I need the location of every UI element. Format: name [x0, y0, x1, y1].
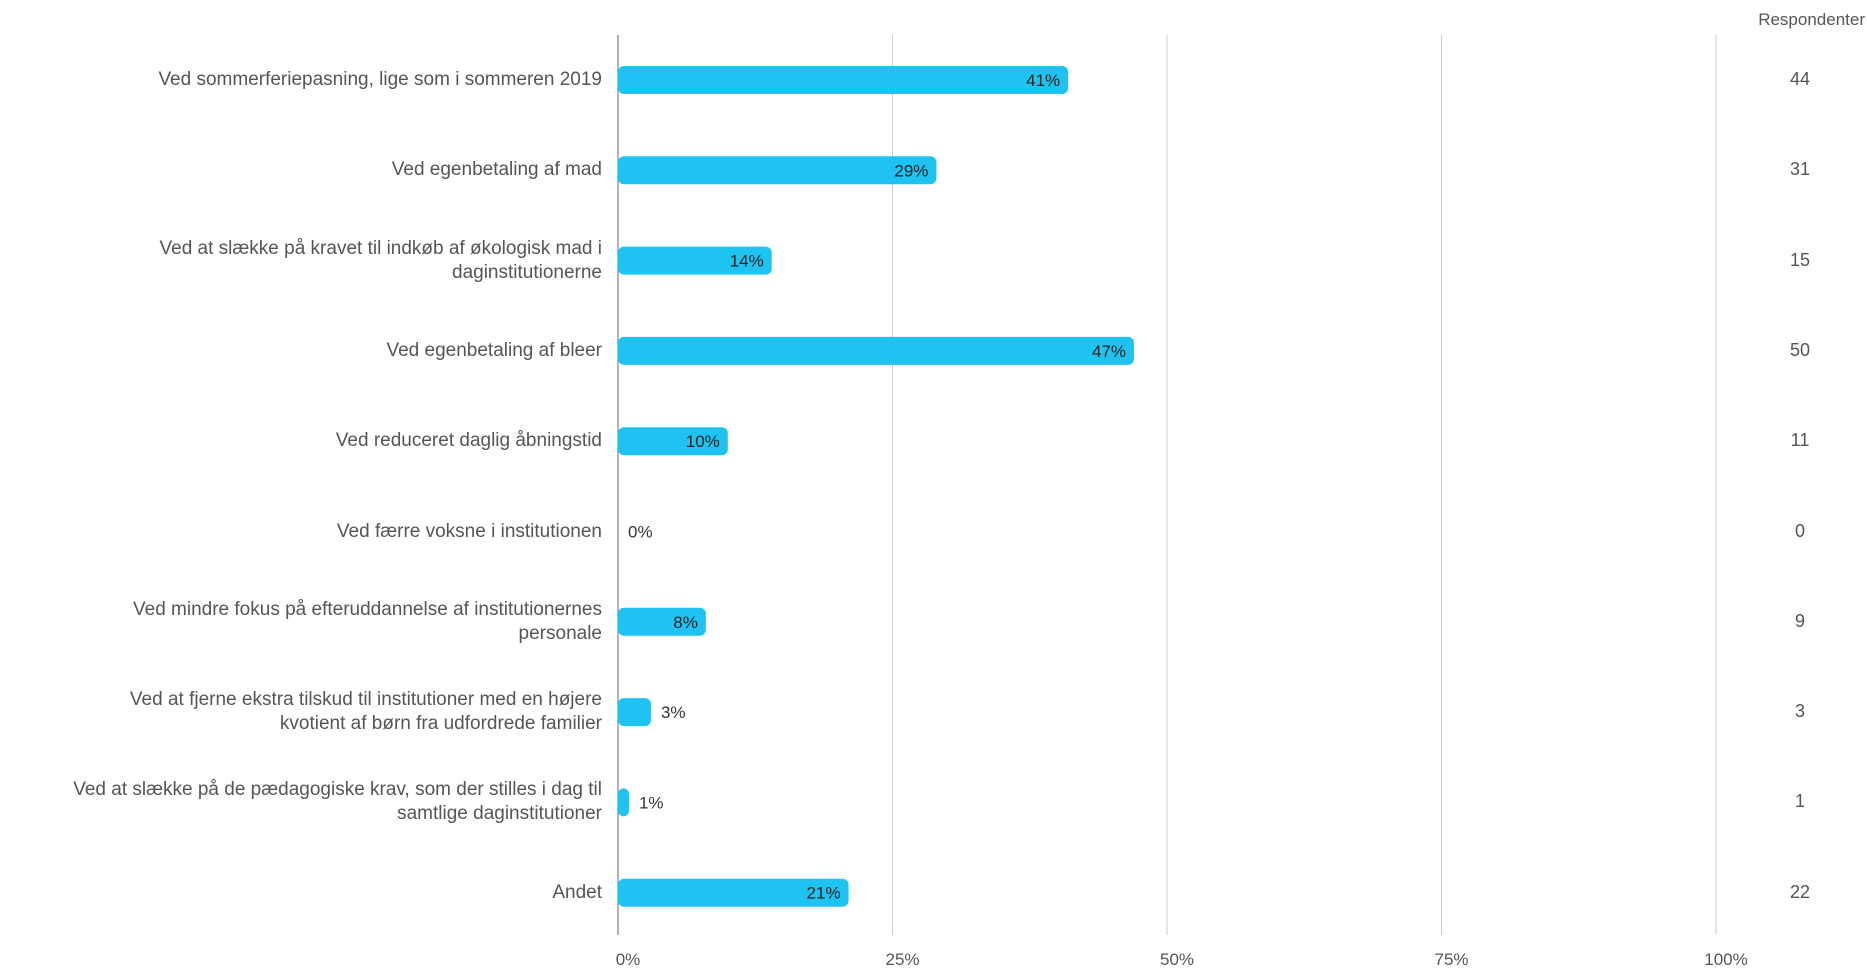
bar [618, 66, 1069, 94]
category-label-line: Ved at slække på de pædagogiske krav, so… [73, 779, 602, 801]
respondent-count: 44 [1789, 69, 1811, 89]
respondent-count: 15 [1789, 249, 1811, 270]
data-label: 21% [807, 884, 841, 903]
respondent-count: 31 [1789, 159, 1811, 180]
category-label: Ved egenbetaling af mad [8, 158, 602, 182]
category-label-line: Ved egenbetaling af bleer [386, 339, 602, 361]
data-label: 8% [673, 613, 698, 632]
category-label-line: personale [518, 622, 602, 644]
bar [618, 788, 629, 817]
category-label: Andet [8, 881, 602, 905]
bar [618, 698, 651, 727]
respondent-count: 3 [1794, 701, 1805, 722]
data-label: 0% [628, 523, 653, 542]
x-tick-label: 50% [1159, 950, 1195, 969]
bar [618, 427, 728, 456]
category-label-line: samtlige daginstitutioner [397, 803, 602, 825]
category-label: Ved reduceret daglig åbningstid [8, 429, 602, 453]
respondent-count: 11 [1790, 430, 1810, 451]
respondents-header: Respondenter [1758, 10, 1865, 29]
x-tick-label: 0% [615, 950, 641, 969]
respondent-count: 9 [1794, 610, 1805, 631]
bar [618, 336, 1135, 365]
x-tick-label: 25% [885, 950, 920, 969]
data-label: 14% [730, 252, 764, 271]
x-tick-label: 100% [1704, 950, 1748, 969]
category-label: Ved sommerferiepasning, lige som i somme… [8, 68, 602, 92]
category-label-line: daginstitutionerne [452, 261, 602, 283]
data-label: 47% [1092, 342, 1126, 361]
category-label: Ved at slække på de pædagogiske krav, so… [8, 778, 602, 826]
category-label-line: Ved at slække på kravet til indkøb af øk… [159, 237, 602, 259]
category-label-line: Ved færre voksne i institutionen [336, 520, 602, 542]
category-label: Ved egenbetaling af bleer [8, 339, 602, 363]
category-label: Ved at slække på kravet til indkøb af øk… [8, 237, 602, 285]
data-label: 1% [639, 793, 664, 812]
category-label-line: kvotient af børn fra udfordrede familier [279, 713, 602, 735]
respondent-count: 22 [1789, 881, 1811, 902]
bar [618, 878, 849, 907]
bar [618, 607, 706, 636]
bar [618, 156, 937, 185]
category-label-line: Ved mindre fokus på efteruddannelse af i… [133, 598, 602, 620]
data-label: 10% [686, 432, 720, 451]
category-label-line: Andet [552, 881, 602, 903]
x-tick-label: 75% [1434, 950, 1469, 969]
category-label-line: Ved reduceret daglig åbningstid [335, 430, 602, 452]
category-label: Ved mindre fokus på efteruddannelse af i… [8, 598, 602, 646]
bar [618, 246, 772, 275]
respondent-count: 0 [1794, 520, 1805, 541]
respondent-count: 50 [1789, 339, 1811, 360]
respondent-count: 1 [1794, 791, 1805, 812]
category-label-line: Ved egenbetaling af mad [391, 159, 602, 181]
data-label: 29% [894, 161, 928, 180]
category-label-line: Ved sommerferiepasning, lige som i somme… [158, 69, 602, 90]
category-label: Ved færre voksne i institutionen [8, 520, 602, 544]
category-label: Ved at fjerne ekstra tilskud til institu… [8, 688, 602, 736]
category-label-line: Ved at fjerne ekstra tilskud til institu… [129, 689, 602, 711]
data-label: 41% [1026, 71, 1060, 90]
data-label: 3% [661, 703, 686, 722]
